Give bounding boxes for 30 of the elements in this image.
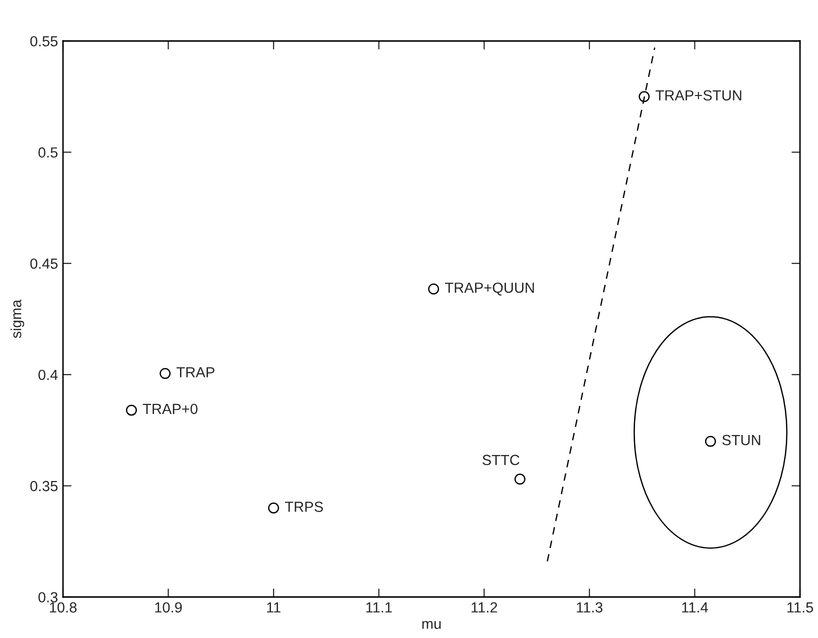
y-tick-label: 0.4 — [38, 370, 58, 380]
annotation: TRPS — [285, 502, 323, 512]
y-tick-label: 0.55 — [30, 36, 58, 46]
annotation: STUN — [722, 434, 760, 446]
y-tick-label: 0.45 — [30, 258, 58, 269]
y-tick-label: 0.5 — [38, 147, 58, 158]
y-axis-title: sigma — [10, 300, 24, 338]
x-tick-label: 10.8 — [50, 602, 77, 613]
point — [126, 404, 137, 416]
x-tick-label: 10.9 — [155, 602, 182, 613]
point — [428, 283, 440, 294]
annotation: TRAP — [176, 367, 214, 378]
point — [705, 436, 716, 447]
x-axis-title: mu — [422, 620, 441, 629]
annotation: TRAP+STUN — [656, 90, 742, 101]
x-tick-label: 11 — [267, 602, 280, 612]
x-tick-label: 11.3 — [576, 602, 602, 613]
point — [638, 91, 650, 102]
x-tick-label: 11.4 — [682, 602, 708, 612]
point — [514, 474, 526, 485]
x-tick-label: 11.5 — [787, 602, 814, 613]
annotation: STTC — [482, 454, 520, 466]
y-tick-label: 0.35 — [30, 480, 58, 492]
x-tick-label: 11.1 — [366, 602, 392, 612]
point — [160, 368, 171, 379]
annotation: TRAP+0 — [142, 404, 198, 414]
x-tick-label: 11.2 — [472, 602, 498, 612]
annotation: TRAP+QUUN — [445, 282, 534, 296]
point — [268, 502, 280, 514]
y-tick-label: 0.3 — [38, 592, 58, 602]
